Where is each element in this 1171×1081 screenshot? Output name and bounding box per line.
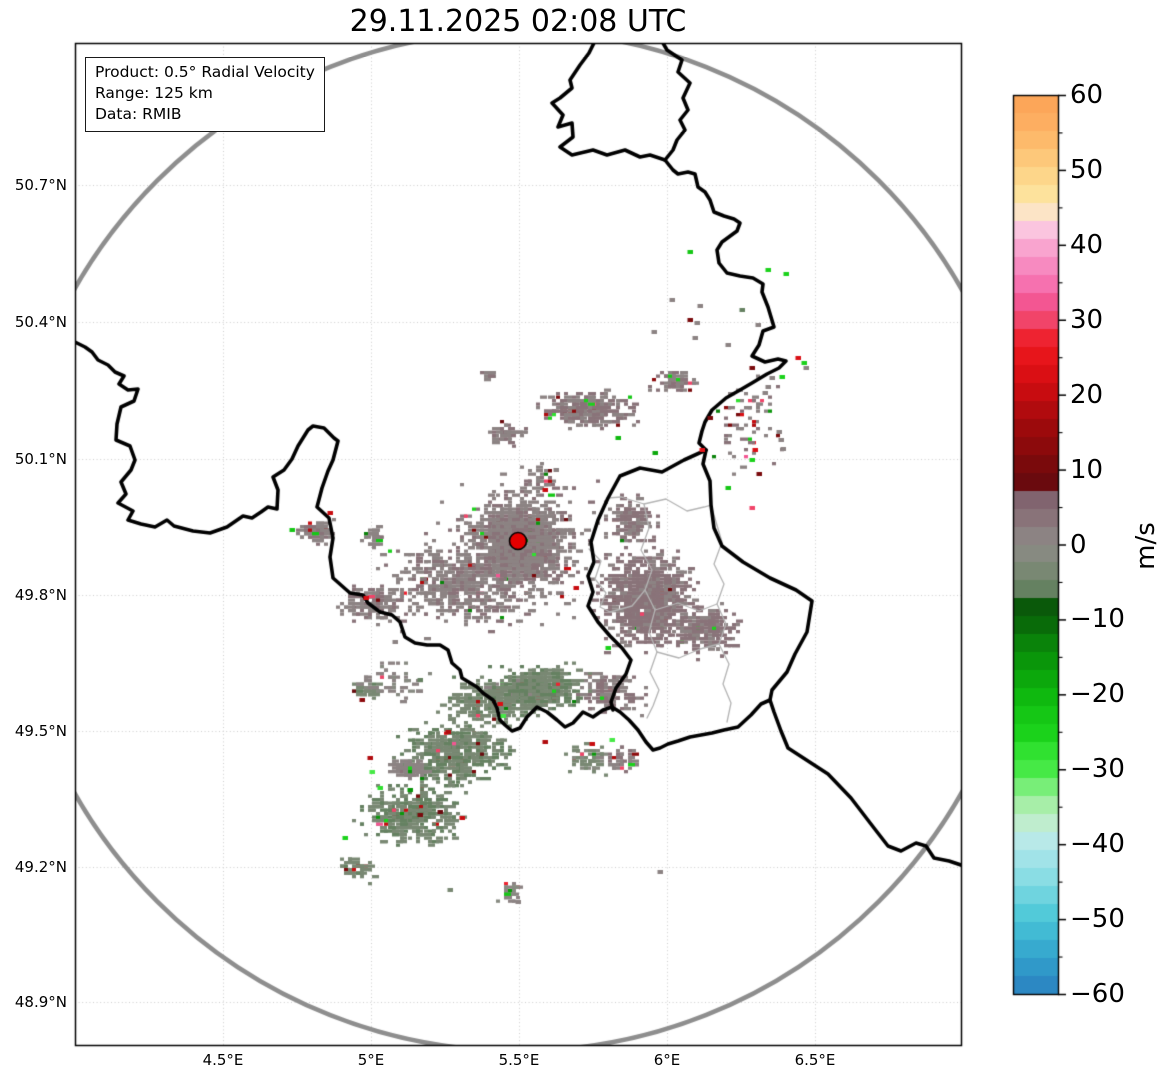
colorbar-unit-label: m/s — [1130, 522, 1161, 570]
colorbar-tick-label-8: −20 — [1070, 679, 1125, 710]
colorbar-tick-label-0: 60 — [1070, 80, 1104, 110]
colorbar-tick-label-2: 40 — [1070, 229, 1104, 260]
colorbar-tick-label-1: 50 — [1070, 154, 1104, 185]
x-tick-label-0: 4.5°E — [202, 1051, 244, 1069]
x-tick-label-4: 6.5°E — [794, 1051, 836, 1069]
colorbar-tick-label-6: 0 — [1070, 529, 1087, 560]
colorbar-tick-label-9: −30 — [1070, 754, 1125, 785]
x-tick-label-3: 6°E — [653, 1051, 681, 1069]
info-range: Range: 125 km — [95, 84, 213, 102]
colorbar-tick-label-5: 10 — [1070, 454, 1104, 485]
y-tick-label-1: 50.4°N — [14, 313, 67, 331]
colorbar-tick-label-3: 30 — [1070, 304, 1104, 335]
x-tick-label-1: 5°E — [357, 1051, 385, 1069]
x-tick-label-2: 5.5°E — [498, 1051, 540, 1069]
info-product: Product: 0.5° Radial Velocity — [95, 63, 315, 81]
y-tick-label-5: 49.2°N — [14, 858, 67, 876]
colorbar-tick-label-10: −40 — [1070, 829, 1125, 860]
colorbar-tick-label-11: −50 — [1070, 904, 1125, 935]
plot-title: 29.11.2025 02:08 UTC — [349, 4, 687, 39]
colorbar-tick-label-4: 20 — [1070, 379, 1104, 410]
y-tick-label-6: 48.9°N — [14, 993, 67, 1011]
info-data-source: Data: RMIB — [95, 105, 182, 123]
info-box: Product: 0.5° Radial Velocity Range: 125… — [85, 57, 325, 132]
y-tick-label-3: 49.8°N — [14, 586, 67, 604]
y-tick-label-0: 50.7°N — [14, 176, 67, 194]
colorbar-tick-label-12: −60 — [1070, 979, 1125, 1009]
y-tick-label-2: 50.1°N — [14, 450, 67, 468]
y-tick-label-4: 49.5°N — [14, 722, 67, 740]
colorbar-tick-label-7: −10 — [1070, 604, 1125, 635]
